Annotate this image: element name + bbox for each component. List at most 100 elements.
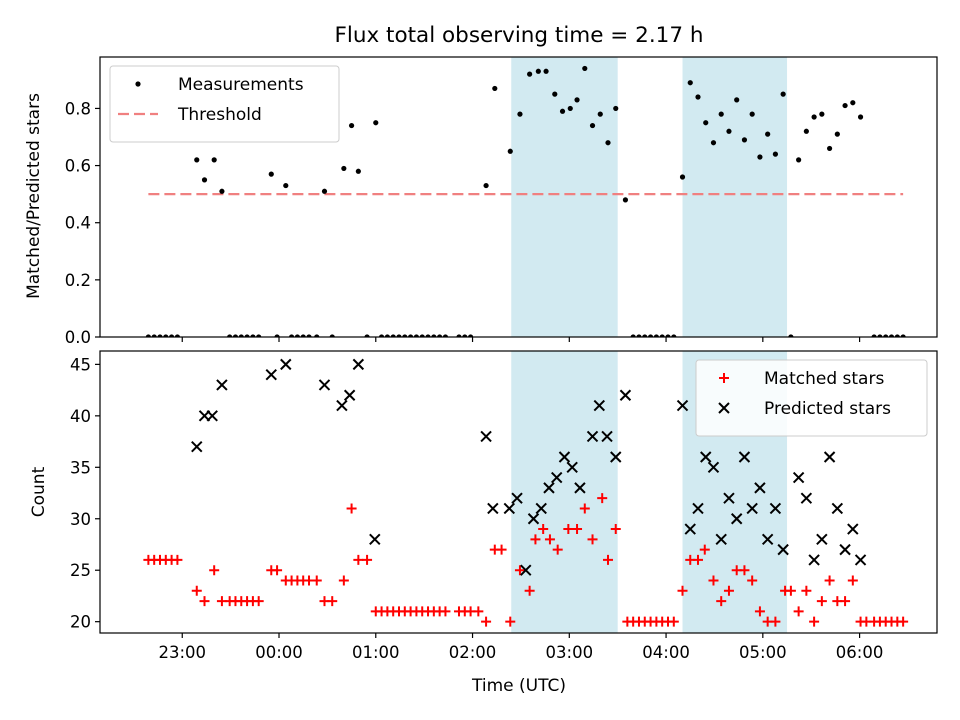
- measurement-point: [219, 188, 225, 194]
- top-axes-frame: [99, 56, 938, 338]
- measurement-point: [877, 334, 883, 337]
- measurement-point: [211, 157, 217, 163]
- bottom-y-tick-label: 30: [70, 510, 91, 529]
- measurement-point: [390, 334, 396, 337]
- measurement-point: [442, 334, 449, 337]
- measurement-point: [749, 111, 755, 117]
- measurement-point: [413, 334, 420, 337]
- measurement-point: [314, 334, 320, 337]
- measurement-point: [306, 334, 312, 337]
- predicted-star-point: [574, 482, 586, 494]
- matched-star-point: [898, 616, 909, 627]
- measurement-point: [468, 334, 474, 337]
- matched-star-point: [597, 493, 608, 504]
- legend-marker-predicted: [718, 402, 730, 414]
- matched-star-point: [538, 524, 549, 535]
- predicted-star-point: [839, 543, 851, 556]
- measurement-point: [145, 334, 151, 337]
- matched-star-point: [793, 606, 804, 617]
- measurement-point: [329, 334, 335, 337]
- x-axis-label: Time (UTC): [471, 676, 566, 696]
- measurement-point: [527, 71, 533, 77]
- matched-star-point: [847, 575, 858, 586]
- matched-star-point: [603, 554, 614, 565]
- x-tick-label: 01:00: [352, 643, 400, 662]
- matched-star-point: [346, 503, 357, 514]
- measurement-point: [834, 131, 840, 137]
- predicted-star-point: [619, 389, 632, 401]
- measurement-point: [613, 105, 619, 112]
- measurement-point: [384, 334, 390, 337]
- x-tick-label: 04:00: [642, 643, 690, 662]
- matched-star-point: [824, 575, 835, 586]
- matched-star-point: [505, 616, 516, 627]
- measurement-point: [687, 80, 693, 86]
- measurement-point: [543, 68, 549, 74]
- measurement-point: [894, 334, 900, 337]
- measurement-point: [871, 334, 877, 337]
- measurement-point: [622, 197, 629, 203]
- matched-star-point: [353, 554, 364, 565]
- matched-star-point: [708, 575, 719, 586]
- measurement-point: [665, 334, 671, 337]
- top-legend: Measurements Threshold: [109, 65, 340, 143]
- matched-star-point: [481, 616, 492, 627]
- measurement-point: [819, 111, 825, 117]
- measurement-point: [883, 334, 889, 337]
- measurement-point: [811, 114, 817, 120]
- matched-star-point: [739, 565, 750, 576]
- predicted-star-point: [480, 430, 492, 443]
- legend-label: Measurements: [178, 75, 304, 95]
- measurement-point: [364, 334, 370, 337]
- predicted-star-point: [692, 502, 704, 515]
- predicted-star-point: [808, 554, 820, 566]
- legend-label: Matched stars: [764, 369, 884, 389]
- matched-star-point: [716, 596, 727, 607]
- top-y-tick-label: 0.6: [65, 157, 91, 176]
- measurement-point: [857, 114, 864, 120]
- measurement-point: [842, 102, 848, 109]
- bottom-y-tick-label: 40: [70, 407, 91, 426]
- top-y-tick-label: 0.0: [65, 328, 91, 347]
- measurement-point: [826, 145, 833, 152]
- matched-star-point: [272, 565, 283, 576]
- measurement-point: [535, 68, 541, 74]
- measurement-point: [268, 171, 274, 177]
- matched-star-point: [816, 596, 827, 607]
- measurement-point: [300, 334, 306, 337]
- measurement-point: [757, 154, 763, 160]
- measurement-point: [462, 334, 468, 337]
- bottom-y-tick-label: 20: [70, 613, 91, 632]
- predicted-star-point: [831, 502, 844, 515]
- measurement-point: [396, 334, 402, 337]
- matched-star-point: [840, 596, 851, 607]
- measurement-point: [341, 165, 347, 172]
- measurement-point: [402, 334, 408, 337]
- matched-star-point: [338, 575, 349, 586]
- predicted-star-point: [318, 379, 331, 391]
- x-tick-label: 03:00: [546, 643, 594, 662]
- matched-star-point: [552, 544, 563, 555]
- measurement-point: [695, 94, 701, 100]
- matched-star-point: [199, 596, 210, 607]
- bottom-legend: Matched stars Predicted stars: [695, 359, 928, 437]
- predicted-star-point: [823, 451, 836, 463]
- predicted-star-point: [352, 358, 365, 371]
- measurement-point: [671, 334, 677, 337]
- measurement-point: [244, 334, 250, 337]
- predicted-star-point: [369, 533, 381, 546]
- measurement-point: [653, 334, 659, 337]
- measurement-point: [741, 137, 748, 143]
- measurement-point: [567, 105, 573, 112]
- bottom-y-tick-label: 25: [70, 561, 91, 580]
- predicted-star-point: [738, 451, 751, 463]
- measurement-point: [194, 157, 200, 163]
- matched-star-point: [172, 554, 183, 565]
- predicted-star-point: [558, 451, 571, 463]
- predicted-star-point: [551, 471, 563, 484]
- predicted-star-point: [206, 410, 218, 422]
- matched-star-point: [723, 585, 734, 596]
- measurement-point: [492, 85, 498, 92]
- matched-star-point: [496, 544, 507, 555]
